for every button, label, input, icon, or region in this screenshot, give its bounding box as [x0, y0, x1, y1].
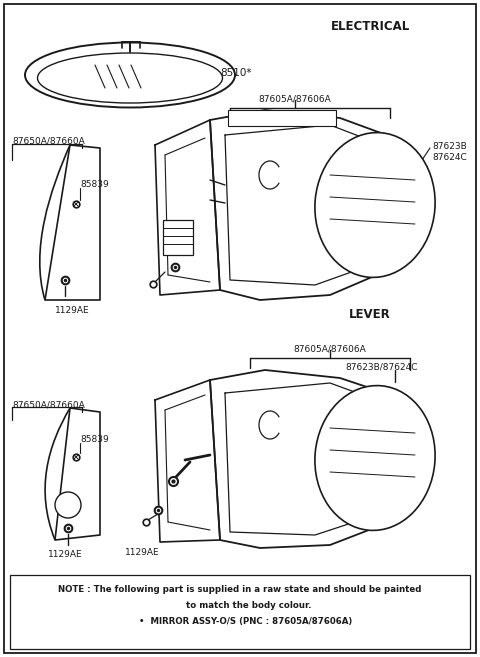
Text: NOTE : The following part is supplied in a raw state and should be painted: NOTE : The following part is supplied in… [58, 585, 422, 594]
Bar [10, 575, 470, 649]
Text: 87624C: 87624C [432, 153, 467, 162]
Text: 85839: 85839 [80, 180, 109, 189]
Ellipse shape [25, 43, 235, 108]
Text: 87623B: 87623B [432, 142, 467, 151]
Text: 87623B/87624C: 87623B/87624C [345, 362, 418, 371]
Text: LEVER: LEVER [349, 308, 391, 321]
Text: 85839: 85839 [80, 435, 109, 444]
Text: ELECTRICAL: ELECTRICAL [330, 20, 409, 33]
Text: 87650A/87660A: 87650A/87660A [12, 136, 85, 145]
Text: 1129AE: 1129AE [48, 550, 83, 559]
Text: 87650A/87660A: 87650A/87660A [12, 400, 85, 409]
Bar [228, 110, 336, 126]
Text: 8510*: 8510* [220, 68, 252, 78]
Text: •  MIRROR ASSY-O/S (PNC : 87605A/87606A): • MIRROR ASSY-O/S (PNC : 87605A/87606A) [127, 617, 353, 626]
Text: 87605A/87606A: 87605A/87606A [259, 95, 331, 104]
Ellipse shape [315, 133, 435, 277]
Circle shape [55, 492, 81, 518]
Text: 87617/87618: 87617/87618 [232, 112, 292, 121]
Text: to match the body colour.: to match the body colour. [168, 601, 312, 610]
Bar [163, 220, 193, 255]
Ellipse shape [315, 386, 435, 530]
Text: 1129AE: 1129AE [125, 548, 160, 557]
Text: 1129AE: 1129AE [55, 306, 90, 315]
Text: 87605A/87606A: 87605A/87606A [294, 345, 366, 354]
